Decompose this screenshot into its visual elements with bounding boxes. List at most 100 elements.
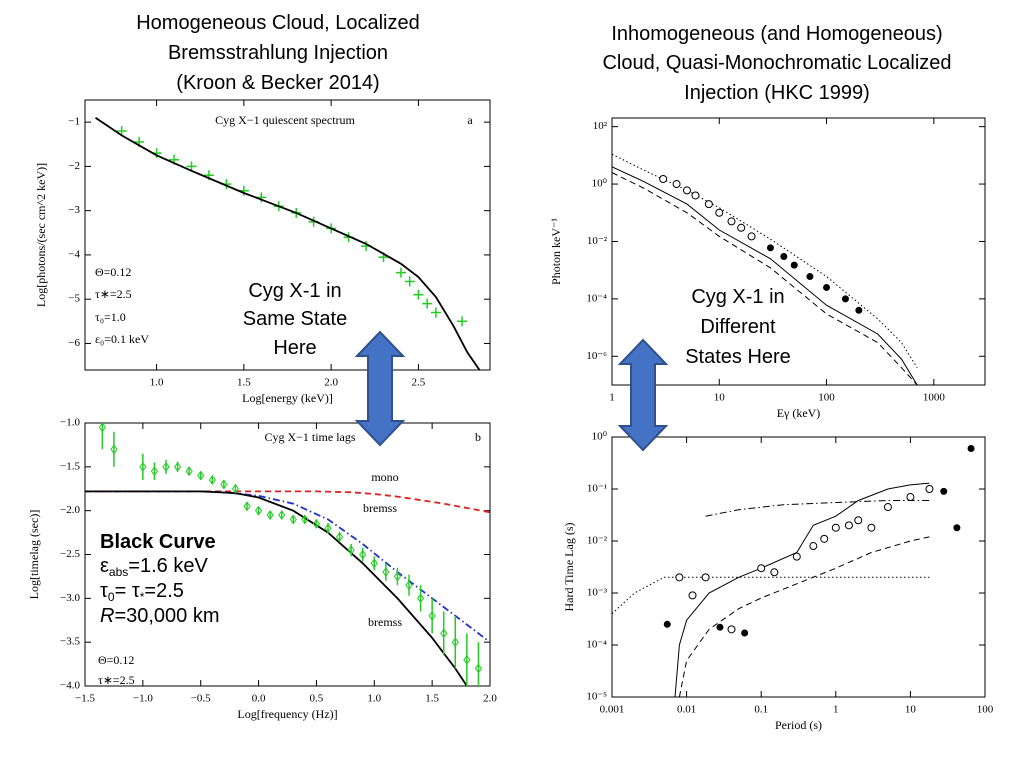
plot-area [612, 153, 918, 385]
x-tick-label: 1 [833, 704, 839, 716]
series-line [678, 536, 930, 697]
marker [312, 518, 321, 529]
marker [208, 475, 216, 485]
chart: −1.5 −1.0 −0.5 0.0 0.5 1.0 1.5 2.0 −1.0 −1.5 −2.0 −… [27, 417, 497, 721]
chart: 0.001 0.01 0.1 1 10 100 10⁰ 10⁻¹ 10⁻² 10⁻³ 10⁻⁴ 10⁻… [562, 431, 994, 732]
marker [841, 295, 849, 303]
marker [393, 571, 402, 582]
double-arrow [354, 330, 406, 447]
x-tick-label: 10 [714, 392, 726, 404]
marker [278, 510, 286, 520]
x-axis-label: Period (s) [775, 718, 822, 732]
left-note-line: Here [273, 337, 316, 359]
x-tick-label: 1.5 [237, 377, 251, 389]
marker [855, 306, 863, 314]
right-note-line: Cyg X-1 in [691, 286, 784, 308]
y-axis-label: Photon keV⁻¹ [549, 218, 563, 285]
left-heading-line: Bremsstrahlung Injection [168, 42, 388, 64]
panel-label: b [475, 430, 481, 444]
black-curve-line: R=30,000 km [100, 605, 220, 627]
text-segment: =2.5 [144, 580, 183, 602]
marker [727, 217, 736, 226]
marker [254, 505, 263, 516]
marker [186, 161, 197, 172]
annotation: τ∗=2.5 [98, 673, 135, 687]
right-note-line: Different [700, 316, 776, 338]
marker [428, 611, 436, 621]
marker [682, 186, 691, 195]
marker [925, 485, 934, 493]
marker [457, 316, 468, 327]
text-segment: R [100, 605, 114, 627]
marker [289, 514, 297, 525]
marker [139, 461, 147, 472]
x-tick-label: 2.0 [483, 693, 497, 705]
y-tick-label: 10⁻⁶ [586, 350, 607, 362]
y-axis-label: Log[photons/(sec cm^2 keV)] [34, 163, 48, 307]
y-tick-label: −5 [68, 293, 80, 305]
y-tick-label: 10⁰ [592, 178, 608, 190]
annotation: Θ=0.12 [95, 265, 131, 279]
marker [967, 445, 975, 453]
marker [335, 532, 344, 542]
x-axis-label: Eγ (keV) [777, 406, 821, 420]
annotation: ε₀=0.1 keV [95, 332, 149, 346]
series-line [612, 166, 918, 385]
marker [440, 628, 448, 639]
x-tick-label: 0.01 [677, 704, 696, 716]
marker [220, 479, 228, 490]
marker [691, 191, 700, 200]
text-segment: * [140, 590, 145, 604]
series-line [85, 490, 490, 514]
marker [906, 493, 915, 502]
chart-title: Cyg X−1 time lags [264, 430, 355, 444]
marker [413, 289, 424, 300]
text-segment: =1.6 keV [128, 555, 208, 577]
marker [766, 244, 774, 252]
marker [790, 261, 798, 269]
right-heading-line: Injection (HKC 1999) [684, 82, 870, 104]
marker [256, 192, 267, 203]
marker [173, 461, 182, 472]
marker [883, 503, 892, 512]
series-line [94, 116, 481, 370]
black-curve-line: εabs=1.6 keV [100, 555, 208, 579]
x-tick-label: 0.0 [252, 693, 266, 705]
y-tick-label: −2 [68, 160, 80, 172]
right-note-line: States Here [685, 346, 791, 368]
marker [359, 549, 367, 560]
y-tick-label: 10⁰ [592, 431, 608, 443]
series-label: mono [371, 470, 398, 484]
marker [940, 487, 948, 495]
y-tick-label: −3.0 [60, 592, 80, 604]
y-axis-label: Log[timelag (sec)] [27, 510, 41, 600]
marker [422, 298, 433, 309]
x-axis-label: Log[frequency (Hz)] [237, 707, 337, 721]
x-axis-label: Log[energy (keV)] [242, 391, 333, 405]
y-tick-label: −1 [68, 116, 80, 128]
marker [823, 283, 831, 291]
y-tick-label: −4.0 [60, 680, 80, 692]
marker [324, 523, 332, 534]
marker [185, 466, 193, 477]
y-tick-label: −6 [68, 337, 80, 349]
left-note-line: Cyg X-1 in [248, 280, 341, 302]
right-heading-line: Inhomogeneous (and Homogeneous) [611, 23, 942, 45]
y-tick-label: 10⁻⁴ [586, 639, 607, 651]
right-heading-line: Cloud, Quasi-Monochromatic Localized [602, 52, 951, 74]
marker [867, 523, 876, 532]
black-curve-title: Black Curve [100, 531, 216, 553]
marker [150, 466, 159, 477]
marker [266, 510, 274, 520]
marker [688, 591, 697, 600]
series-line [674, 482, 930, 697]
annotation: τ∗=2.5 [95, 287, 132, 301]
x-tick-label: 1000 [923, 392, 946, 404]
marker [301, 514, 309, 525]
text-segment: 0 [108, 590, 115, 604]
annotation: Θ=0.12 [98, 653, 134, 667]
chart: 1.0 1.5 2.0 2.5 −1 −2 −3 −4 −5 −6 Log[energy (keV)… [34, 99, 491, 405]
marker [451, 637, 459, 648]
marker [197, 470, 205, 481]
x-tick-label: 1 [609, 392, 615, 404]
